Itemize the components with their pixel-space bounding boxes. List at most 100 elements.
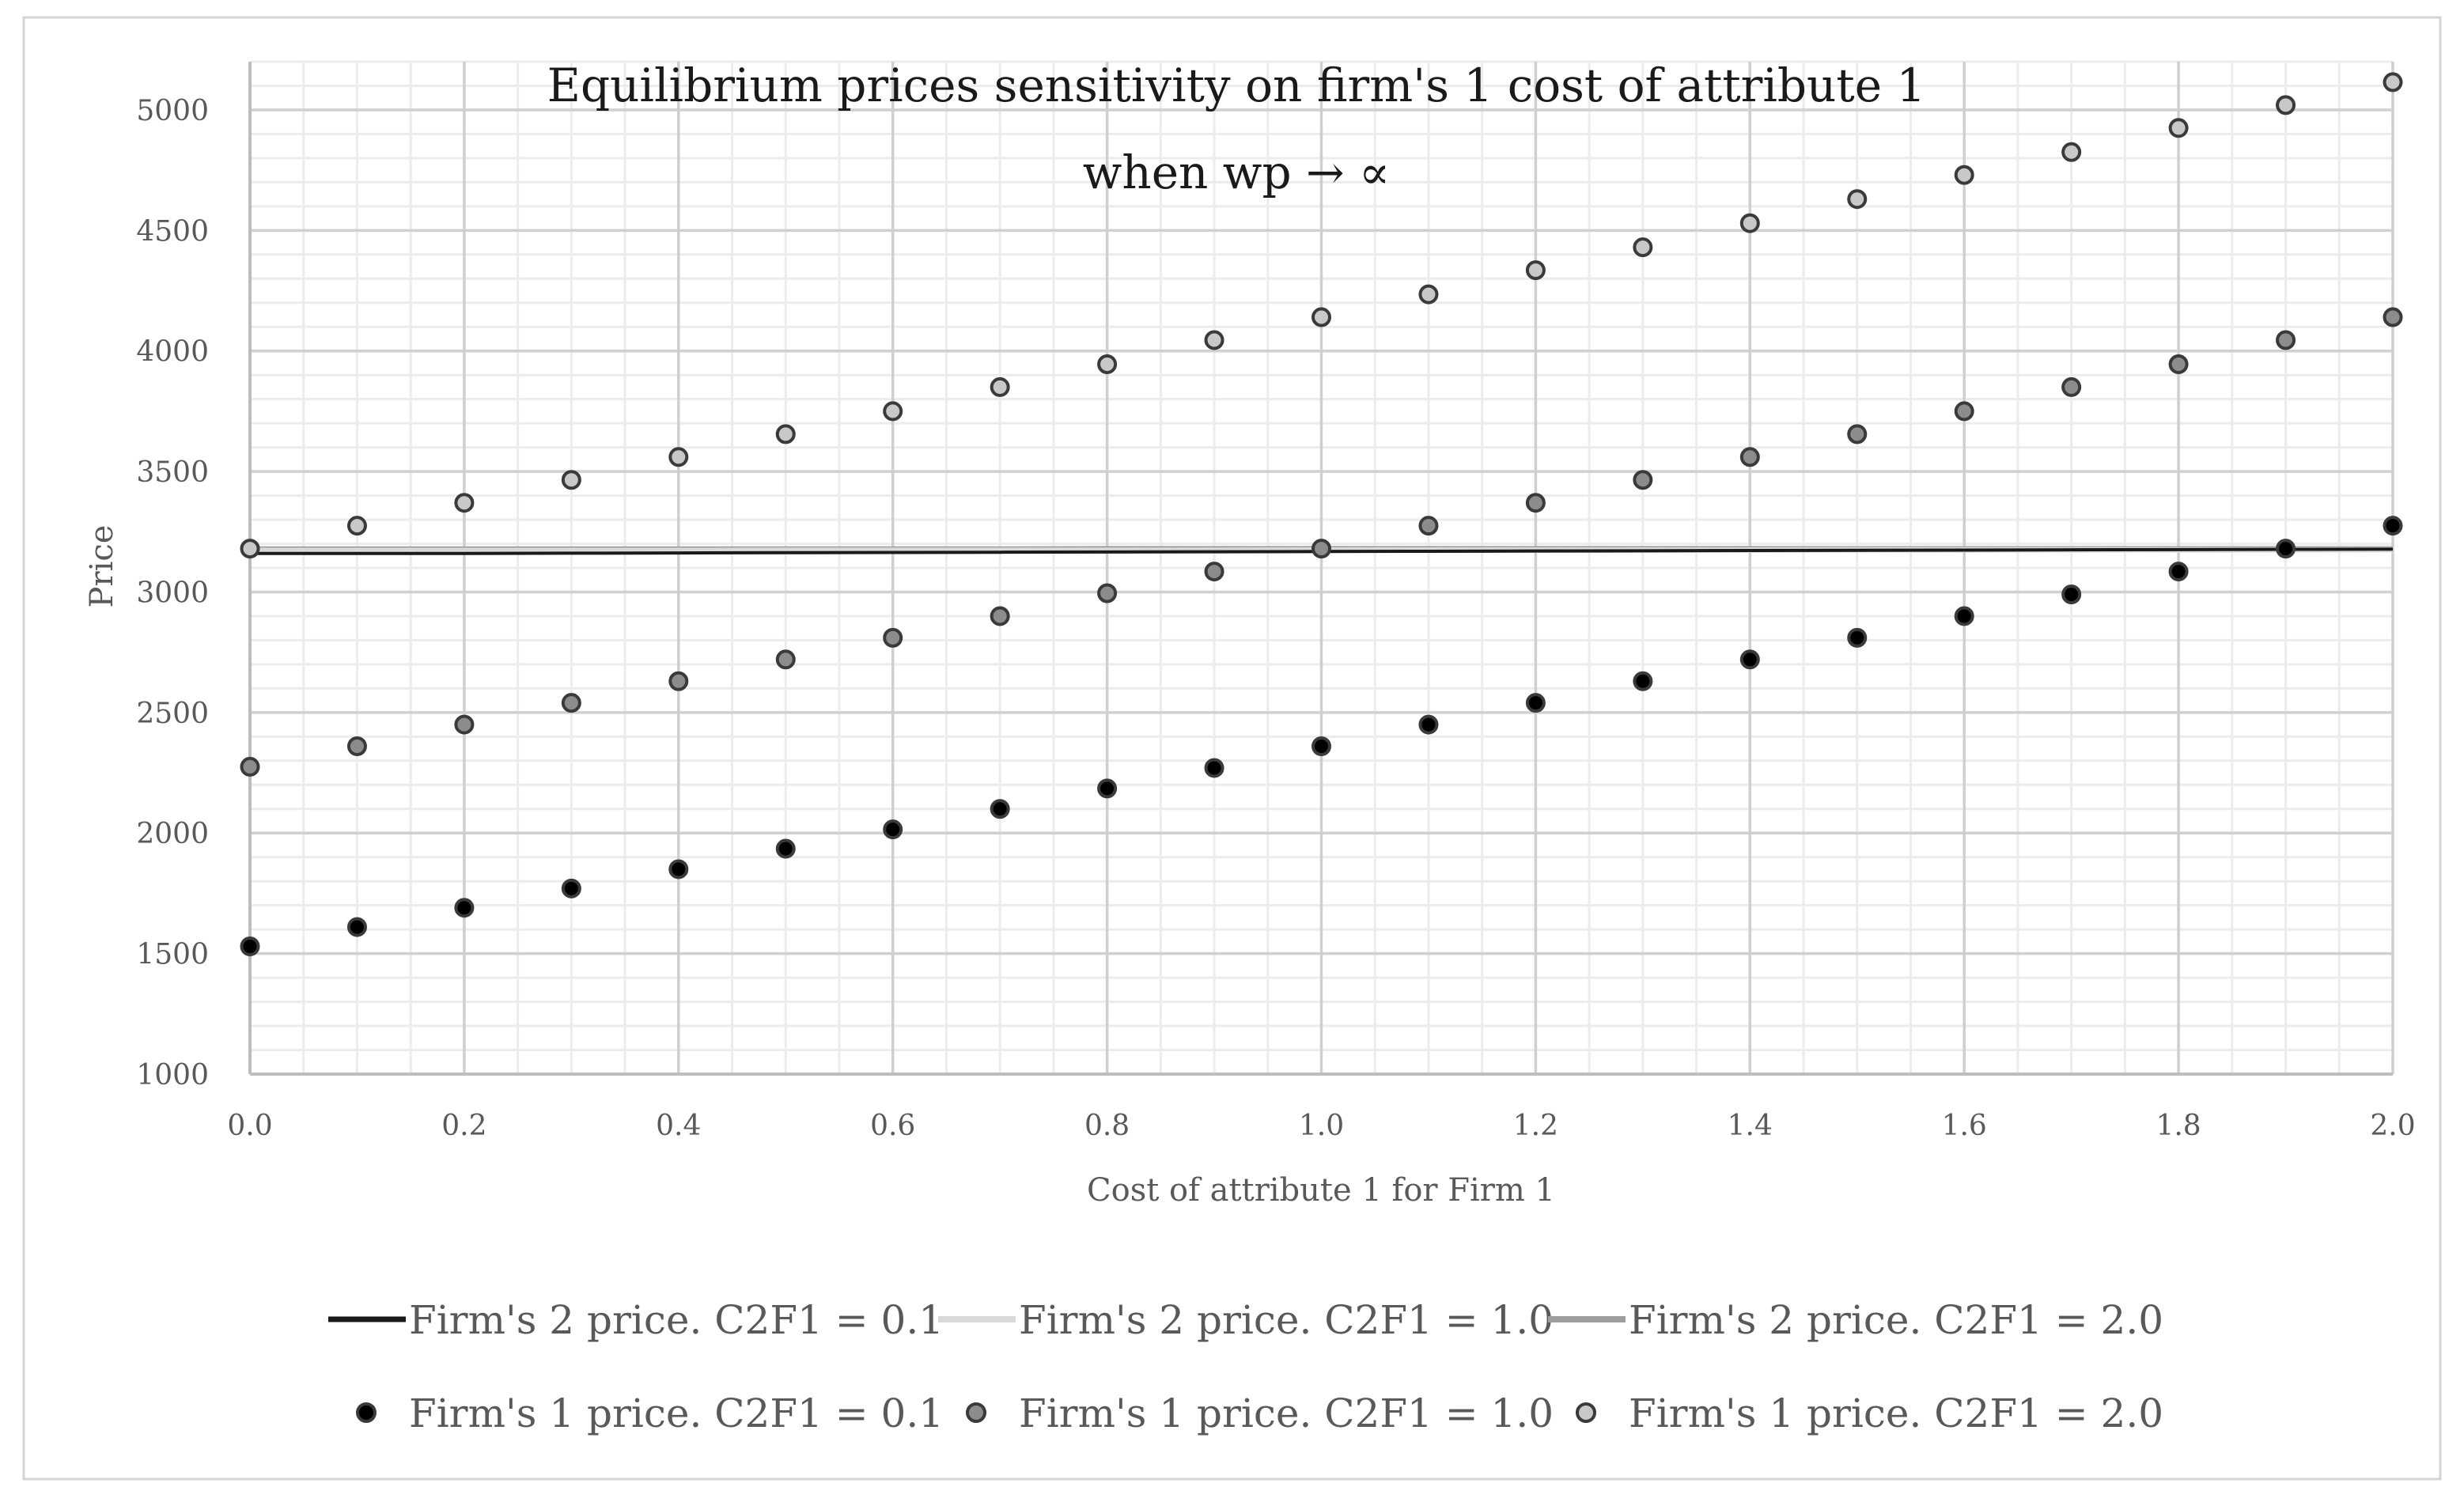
data-point bbox=[561, 470, 581, 490]
y-tick-label: 3500 bbox=[136, 456, 209, 489]
data-point bbox=[1633, 671, 1653, 691]
x-tick-label: 0.4 bbox=[656, 1110, 701, 1142]
series-points bbox=[240, 516, 2403, 956]
chart-title: Equilibrium prices sensitivity on firm's… bbox=[547, 59, 1926, 112]
x-tick-label: 1.8 bbox=[2156, 1110, 2201, 1142]
data-point bbox=[1739, 649, 1760, 670]
data-point bbox=[668, 447, 689, 467]
x-tick-label: 0.2 bbox=[441, 1110, 486, 1142]
y-tick-label: 4500 bbox=[136, 215, 209, 248]
x-tick-label: 0.0 bbox=[227, 1110, 272, 1142]
x-tick-label: 0.8 bbox=[1084, 1110, 1130, 1142]
data-point bbox=[2276, 330, 2296, 350]
data-point bbox=[2383, 72, 2403, 93]
data-point bbox=[1847, 189, 1868, 210]
x-axis-label: Cost of attribute 1 for Firm 1 bbox=[1087, 1172, 1555, 1209]
y-tick-label: 5000 bbox=[136, 95, 209, 127]
legend-label: Firm's 1 price. C2F1 = 1.0 bbox=[1019, 1390, 1554, 1436]
data-point bbox=[2168, 118, 2189, 138]
data-point bbox=[240, 936, 260, 956]
data-point bbox=[668, 859, 689, 880]
data-point bbox=[990, 799, 1010, 819]
data-point bbox=[1847, 424, 1868, 445]
data-point bbox=[1633, 470, 1653, 490]
data-point bbox=[1097, 354, 1118, 374]
data-point bbox=[2276, 539, 2296, 559]
series-layer bbox=[240, 72, 2403, 956]
data-point bbox=[454, 714, 475, 735]
y-tick-label: 2500 bbox=[136, 698, 209, 730]
data-point bbox=[1204, 562, 1224, 582]
data-point bbox=[883, 401, 903, 422]
chart-border bbox=[22, 16, 2442, 1481]
legend-marker-swatch bbox=[356, 1402, 377, 1423]
legend-label: Firm's 1 price. C2F1 = 2.0 bbox=[1629, 1390, 2163, 1436]
y-tick-label: 1500 bbox=[136, 939, 209, 971]
data-point bbox=[346, 917, 367, 937]
data-point bbox=[1525, 493, 1546, 513]
data-point bbox=[1204, 330, 1224, 350]
data-point bbox=[454, 898, 475, 918]
data-point bbox=[2061, 142, 2082, 162]
data-point bbox=[990, 606, 1010, 626]
data-point bbox=[1418, 516, 1439, 536]
data-point bbox=[240, 756, 260, 777]
data-point bbox=[2383, 516, 2403, 536]
data-point bbox=[990, 376, 1010, 397]
data-point bbox=[2276, 95, 2296, 115]
legend-label: Firm's 2 price. C2F1 = 0.1 bbox=[409, 1297, 944, 1343]
y-tick-label: 3000 bbox=[136, 577, 209, 609]
data-point bbox=[2168, 562, 2189, 582]
legend-marker-swatch bbox=[966, 1402, 986, 1423]
data-point bbox=[1311, 736, 1331, 757]
x-tick-label: 1.2 bbox=[1513, 1110, 1558, 1142]
data-point bbox=[1311, 307, 1331, 327]
data-point bbox=[2061, 585, 2082, 605]
data-point bbox=[775, 649, 796, 670]
data-point bbox=[346, 516, 367, 536]
data-point bbox=[2168, 354, 2189, 374]
data-point bbox=[454, 493, 475, 513]
x-tick-label: 1.6 bbox=[1942, 1110, 1987, 1142]
data-point bbox=[883, 819, 903, 840]
y-axis-label: Price bbox=[84, 525, 120, 608]
data-point bbox=[1097, 778, 1118, 799]
legend-marker-swatch bbox=[1576, 1402, 1596, 1423]
data-point bbox=[775, 838, 796, 859]
x-tick-label: 2.0 bbox=[2370, 1110, 2415, 1142]
x-tick-label: 1.4 bbox=[1728, 1110, 1773, 1142]
data-point bbox=[883, 627, 903, 648]
data-point bbox=[346, 736, 367, 757]
legend-label: Firm's 1 price. C2F1 = 0.1 bbox=[409, 1390, 944, 1436]
x-tick-label: 0.6 bbox=[870, 1110, 915, 1142]
data-point bbox=[668, 671, 689, 691]
data-point bbox=[1204, 758, 1224, 778]
grid bbox=[248, 60, 2394, 1076]
data-point bbox=[1525, 693, 1546, 713]
data-point bbox=[1739, 213, 1760, 233]
data-point bbox=[775, 424, 796, 445]
axes: 1000 1500 2000 2500 3000 3500 4000 4500 5000 0.0 0… bbox=[136, 62, 2416, 1142]
data-point bbox=[2383, 307, 2403, 327]
chart-subtitle: when wp → ∝ bbox=[1083, 146, 1391, 199]
legend-label: Firm's 2 price. C2F1 = 2.0 bbox=[1629, 1297, 2163, 1343]
data-point bbox=[1954, 401, 1974, 422]
series-points bbox=[240, 307, 2403, 777]
legend: Firm's 2 price. C2F1 = 0.1 Firm's 2 price… bbox=[328, 1297, 2163, 1436]
data-point bbox=[1418, 714, 1439, 735]
y-tick-label: 1000 bbox=[136, 1059, 209, 1092]
data-point bbox=[1418, 284, 1439, 305]
data-point bbox=[240, 539, 260, 559]
data-point bbox=[1739, 447, 1760, 467]
series-points bbox=[240, 72, 2403, 559]
data-point bbox=[561, 878, 581, 899]
y-tick-label: 4000 bbox=[136, 336, 209, 369]
data-point bbox=[1954, 165, 1974, 185]
data-point bbox=[1847, 627, 1868, 648]
data-point bbox=[1525, 260, 1546, 281]
data-point bbox=[2061, 376, 2082, 397]
legend-label: Firm's 2 price. C2F1 = 1.0 bbox=[1019, 1297, 1554, 1343]
y-tick-label: 2000 bbox=[136, 818, 209, 850]
data-point bbox=[1954, 606, 1974, 626]
